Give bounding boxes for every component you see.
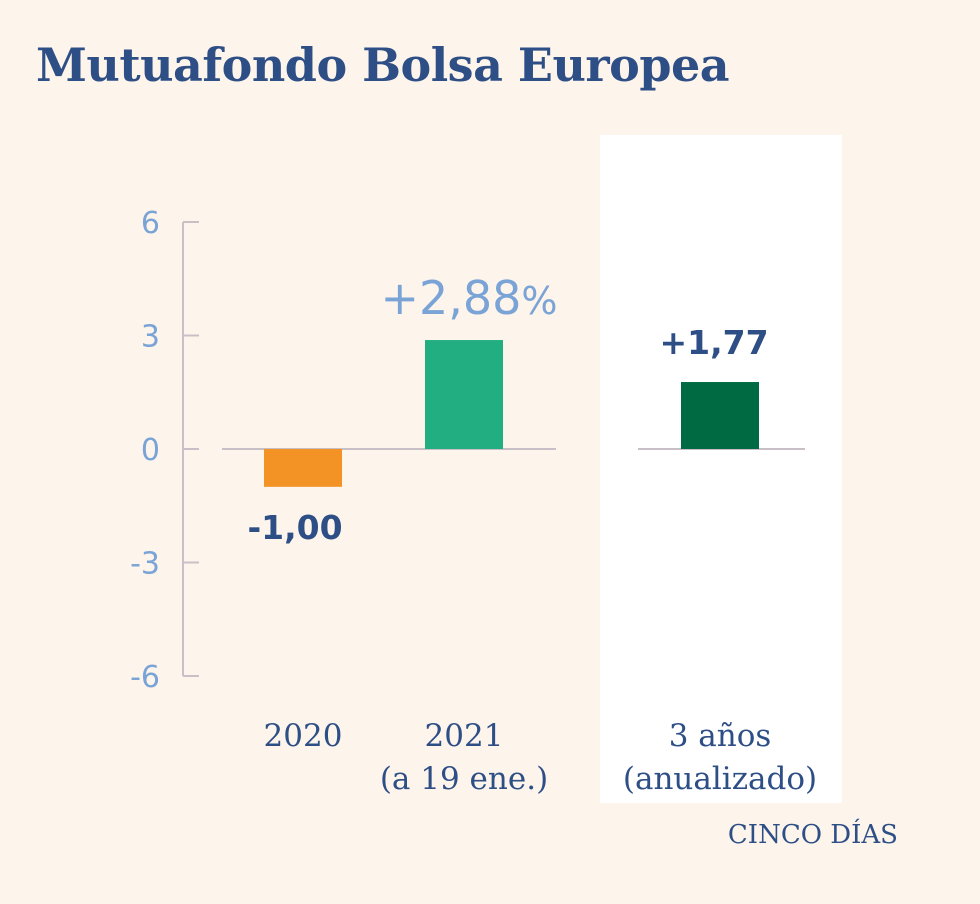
value-label: -1,00 — [247, 508, 342, 547]
category-label: 2021 — [425, 718, 504, 754]
y-tick-label: 0 — [141, 433, 160, 468]
value-label-highlight: +2,88% — [380, 271, 557, 325]
highlight-panel — [600, 135, 842, 803]
category-label: 3 años — [669, 718, 772, 754]
chart-title: Mutuafondo Bolsa Europea — [36, 38, 730, 92]
category-sublabel: (a 19 ene.) — [380, 761, 548, 797]
y-tick-label: 6 — [141, 206, 160, 241]
bar-0 — [264, 449, 342, 487]
bar-1 — [425, 340, 503, 449]
y-tick-label: 3 — [141, 320, 160, 355]
value-label: +1,77 — [659, 323, 768, 362]
category-sublabel: (anualizado) — [623, 761, 817, 797]
source-credit: CINCO DÍAS — [727, 820, 898, 850]
y-tick-label: -6 — [130, 660, 160, 695]
category-label: 2020 — [264, 718, 343, 754]
y-tick-label: -3 — [130, 547, 160, 582]
bar-2 — [681, 382, 759, 449]
